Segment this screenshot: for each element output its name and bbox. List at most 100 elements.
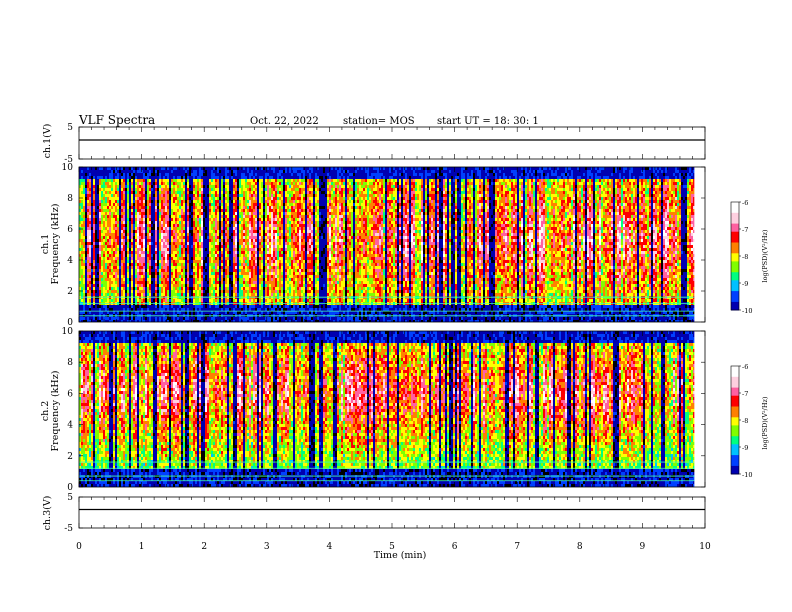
spectrogram-cell bbox=[119, 185, 121, 188]
spectrogram-cell bbox=[137, 170, 139, 173]
spectrogram-cell bbox=[133, 218, 135, 221]
spectrogram-cell bbox=[131, 233, 133, 236]
spectrogram-cell bbox=[147, 269, 149, 272]
spectrogram-cell bbox=[169, 266, 171, 269]
spectrogram-cell bbox=[241, 170, 243, 173]
spectrogram-cell bbox=[187, 245, 189, 248]
spectrogram-cell bbox=[119, 260, 121, 263]
spectrogram-cell bbox=[257, 227, 259, 230]
spectrogram-cell bbox=[133, 245, 135, 248]
spectrogram-cell bbox=[123, 242, 125, 245]
spectrogram-cell bbox=[181, 233, 183, 236]
spectrogram-cell bbox=[159, 206, 161, 209]
spectrogram-cell bbox=[251, 194, 253, 197]
spectrogram-cell bbox=[197, 239, 199, 242]
spectrogram-cell bbox=[217, 185, 219, 188]
spectrogram-cell bbox=[211, 173, 213, 176]
spectrogram-cell bbox=[89, 212, 91, 215]
spectrogram-cell bbox=[201, 278, 203, 281]
spectrogram-cell bbox=[207, 305, 209, 308]
spectrogram-cell bbox=[257, 230, 259, 233]
spectrogram-cell bbox=[85, 224, 87, 227]
spectrogram-cell bbox=[233, 257, 235, 260]
spectrogram-cell bbox=[151, 293, 153, 296]
spectrogram-cell bbox=[189, 308, 191, 311]
spectrogram-cell bbox=[145, 305, 147, 308]
spectrogram-cell bbox=[173, 218, 175, 221]
spectrogram-cell bbox=[125, 221, 127, 224]
spectrogram-cell bbox=[131, 194, 133, 197]
spectrogram-cell bbox=[125, 233, 127, 236]
spectrogram-cell bbox=[181, 179, 183, 182]
spectrogram-cell bbox=[185, 209, 187, 212]
spectrogram-cell bbox=[97, 218, 99, 221]
spectrogram-cell bbox=[205, 197, 207, 200]
spectrogram-cell bbox=[143, 308, 145, 311]
spectrogram-cell bbox=[233, 170, 235, 173]
spectrogram-cell bbox=[173, 176, 175, 179]
spectrogram-cell bbox=[189, 254, 191, 257]
spectrogram-cell bbox=[227, 248, 229, 251]
spectrogram-cell bbox=[205, 224, 207, 227]
spectrogram-cell bbox=[161, 215, 163, 218]
spectrogram-cell bbox=[81, 299, 83, 302]
spectrogram-cell bbox=[215, 176, 217, 179]
spectrogram-cell bbox=[251, 179, 253, 182]
spectrogram-cell bbox=[101, 278, 103, 281]
spectrogram-cell bbox=[143, 215, 145, 218]
spectrogram-cell bbox=[223, 239, 225, 242]
spectrogram-cell bbox=[147, 260, 149, 263]
spectrogram-cell bbox=[263, 317, 265, 320]
spectrogram-cell bbox=[247, 287, 249, 290]
spectrogram-cell bbox=[115, 266, 117, 269]
spectrogram-cell bbox=[81, 245, 83, 248]
spectrogram-cell bbox=[137, 284, 139, 287]
spectrogram-cell bbox=[91, 278, 93, 281]
spectrogram-cell bbox=[111, 242, 113, 245]
spectrogram-cell bbox=[145, 251, 147, 254]
spectrogram-cell bbox=[253, 233, 255, 236]
spectrogram-cell bbox=[215, 281, 217, 284]
spectrogram-cell bbox=[95, 290, 97, 293]
spectrogram-cell bbox=[225, 203, 227, 206]
spectrogram-cell bbox=[157, 191, 159, 194]
spectrogram-cell bbox=[175, 299, 177, 302]
spectrogram-cell bbox=[149, 263, 151, 266]
spectrogram-cell bbox=[199, 215, 201, 218]
spectrogram-cell bbox=[121, 167, 123, 170]
spectrogram-cell bbox=[185, 218, 187, 221]
spectrogram-cell bbox=[93, 269, 95, 272]
spectrogram-cell bbox=[143, 200, 145, 203]
spectrogram-cell bbox=[207, 269, 209, 272]
spectrogram-cell bbox=[141, 227, 143, 230]
spectrogram-cell bbox=[233, 287, 235, 290]
spectrogram-cell bbox=[239, 278, 241, 281]
spectrogram-cell bbox=[257, 248, 259, 251]
spectrogram-cell bbox=[219, 308, 221, 311]
spectrogram-cell bbox=[215, 185, 217, 188]
spectrogram-cell bbox=[95, 194, 97, 197]
spectrogram-cell bbox=[151, 269, 153, 272]
spectrogram-cell bbox=[243, 188, 245, 191]
spectrogram-cell bbox=[155, 242, 157, 245]
spectrogram-cell bbox=[185, 242, 187, 245]
spectrogram-cell bbox=[225, 218, 227, 221]
spectrogram-cell bbox=[153, 281, 155, 284]
spectrogram-cell bbox=[111, 191, 113, 194]
spectrogram-cell bbox=[191, 176, 193, 179]
spectrogram-cell bbox=[109, 242, 111, 245]
spectrogram-cell bbox=[215, 269, 217, 272]
spectrogram-cell bbox=[259, 293, 261, 296]
spectrogram-cell bbox=[153, 227, 155, 230]
spectrogram-cell bbox=[199, 278, 201, 281]
spectrogram-cell bbox=[157, 266, 159, 269]
spectrogram-cell bbox=[211, 284, 213, 287]
spectrogram-cell bbox=[137, 215, 139, 218]
spectrogram-cell bbox=[155, 263, 157, 266]
spectrogram-cell bbox=[155, 248, 157, 251]
spectrogram-cell bbox=[157, 317, 159, 320]
spectrogram-cell bbox=[157, 167, 159, 170]
spectrogram-cell bbox=[111, 239, 113, 242]
spectrogram-cell bbox=[185, 200, 187, 203]
spectrogram-cell bbox=[93, 188, 95, 191]
